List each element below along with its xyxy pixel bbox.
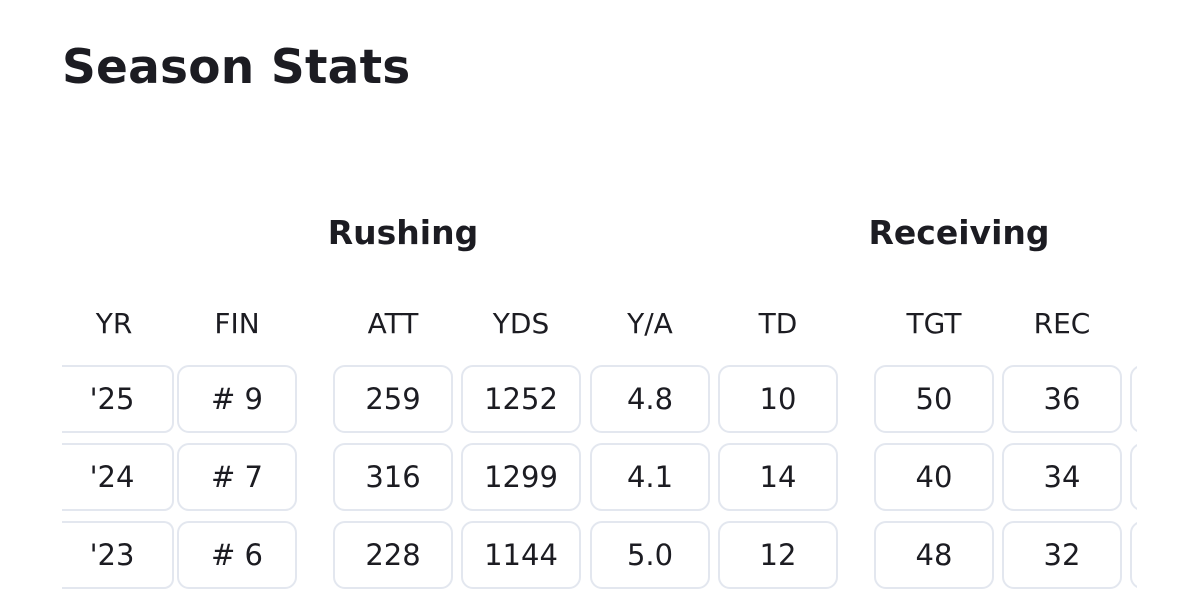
cell-att: 316 [333, 443, 453, 511]
cell-ya: 4.1 [590, 443, 710, 511]
cell-tgt: 48 [874, 521, 994, 589]
column-header-fin: FIN [214, 307, 260, 340]
cell-cut-off [1130, 521, 1137, 589]
cell-yds: 1252 [461, 365, 581, 433]
cell-yds: 1144 [461, 521, 581, 589]
cell-cut-off [1130, 443, 1137, 511]
cell-fin: # 6 [177, 521, 297, 589]
cell-td: 10 [718, 365, 838, 433]
receiving-group-title: Receiving [868, 213, 1050, 252]
cell-rec: 32 [1002, 521, 1122, 589]
cell-yds: 1299 [461, 443, 581, 511]
cell-td: 14 [718, 443, 838, 511]
column-header-ya: Y/A [627, 307, 673, 340]
cell-fin: # 9 [177, 365, 297, 433]
column-header-rec: REC [1033, 307, 1091, 340]
cell-rec: 34 [1002, 443, 1122, 511]
rushing-group-title: Rushing [327, 213, 479, 252]
cell-yr: '25 [62, 365, 174, 433]
stats-table: '25 # 9 259 1252 4.8 10 50 36 '24 # 7 31… [62, 0, 1137, 595]
cell-att: 259 [333, 365, 453, 433]
column-header-yr: YR [95, 307, 133, 340]
cell-cut-off [1130, 365, 1137, 433]
cell-tgt: 40 [874, 443, 994, 511]
cell-ya: 4.8 [590, 365, 710, 433]
cell-ya: 5.0 [590, 521, 710, 589]
column-header-td: TD [758, 307, 798, 340]
column-header-yds: YDS [492, 307, 550, 340]
cell-yr: '23 [62, 521, 174, 589]
cell-fin: # 7 [177, 443, 297, 511]
cell-att: 228 [333, 521, 453, 589]
cell-tgt: 50 [874, 365, 994, 433]
cell-rec: 36 [1002, 365, 1122, 433]
column-header-tgt: TGT [906, 307, 962, 340]
cell-yr: '24 [62, 443, 174, 511]
cell-td: 12 [718, 521, 838, 589]
column-header-att: ATT [367, 307, 419, 340]
page-title: Season Stats [62, 40, 411, 95]
